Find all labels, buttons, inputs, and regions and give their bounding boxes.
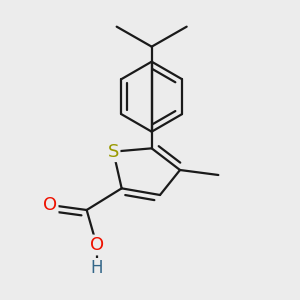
- Text: H: H: [90, 259, 103, 277]
- Text: S: S: [108, 143, 119, 161]
- Text: O: O: [43, 196, 57, 214]
- Text: O: O: [90, 236, 104, 254]
